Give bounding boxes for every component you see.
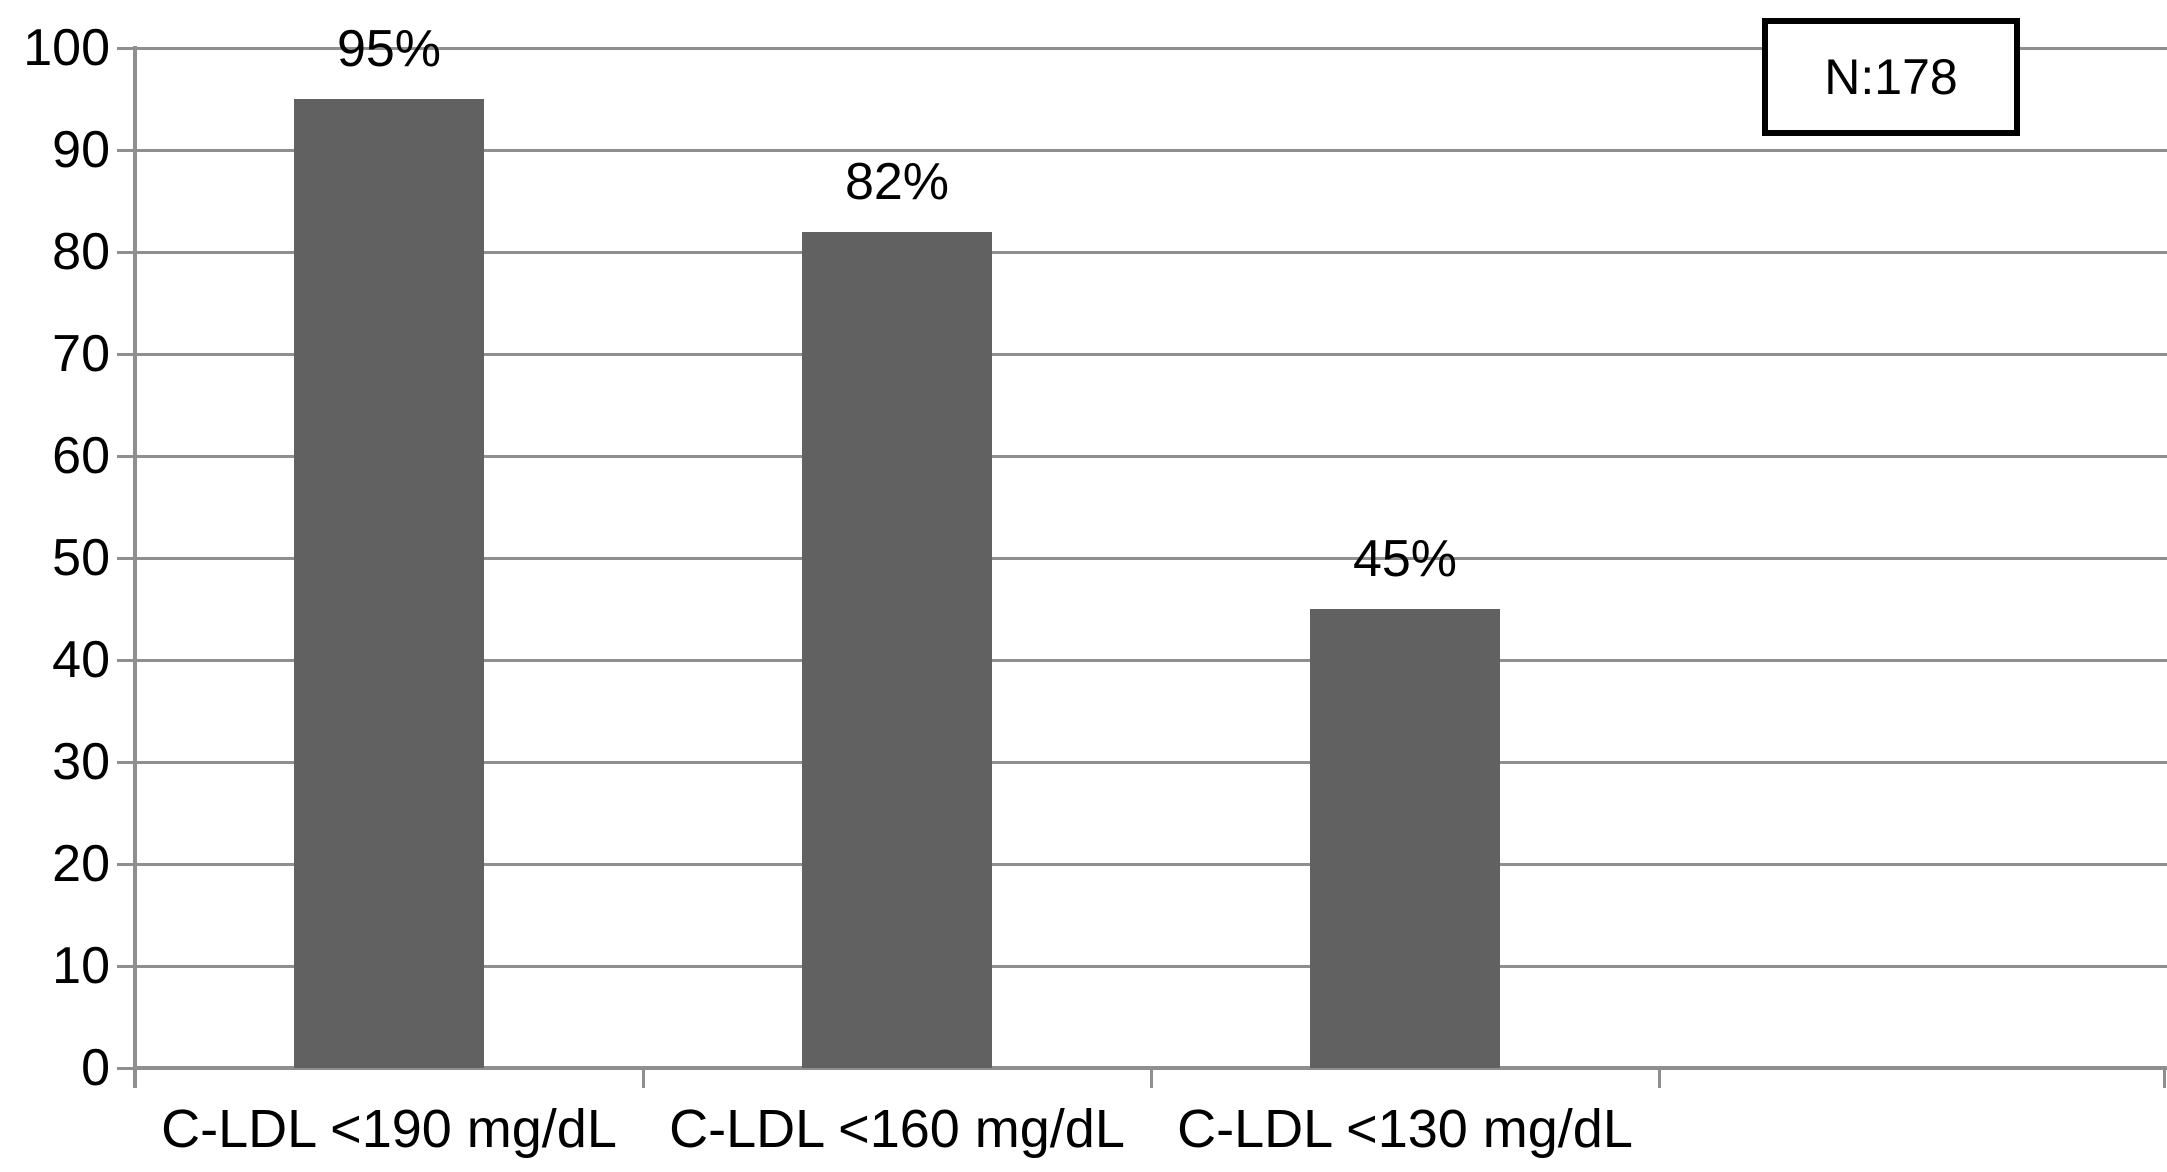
x-tick-label: C-LDL <130 mg/dL [1177, 1099, 1633, 1159]
x-axis-tick [641, 1068, 645, 1088]
y-tick-label: 100 [23, 19, 110, 77]
y-axis-tick [117, 148, 135, 152]
bar-value-label: 95% [336, 20, 442, 78]
y-tick-label: 60 [52, 427, 110, 485]
sample-size-box: N:178 [1762, 18, 2020, 136]
gridline [135, 46, 2167, 50]
x-tick-label: C-LDL <190 mg/dL [161, 1099, 617, 1159]
y-tick-label: 20 [52, 835, 110, 893]
x-tick-label: C-LDL <160 mg/dL [669, 1099, 1125, 1159]
y-tick-label: 40 [52, 631, 110, 689]
gridline [135, 148, 2167, 152]
x-axis-tick [2162, 1068, 2166, 1088]
gridline [135, 352, 2167, 356]
bar-value-label: 82% [844, 152, 950, 211]
sample-size-label: N:178 [1824, 49, 1958, 105]
y-tick-label: 10 [52, 937, 110, 995]
gridline [135, 760, 2167, 764]
x-axis-tick [1657, 1068, 1661, 1088]
y-axis-tick [117, 46, 135, 50]
y-axis-tick [117, 352, 135, 356]
y-axis-tick [117, 964, 135, 968]
y-axis-tick [117, 250, 135, 254]
bar [294, 99, 484, 1068]
y-axis-tick [117, 1066, 135, 1070]
gridline [135, 454, 2167, 458]
gridline [135, 862, 2167, 866]
y-tick-label: 30 [52, 733, 110, 791]
y-axis-tick [117, 658, 135, 662]
gridline [135, 250, 2167, 254]
y-tick-label: 50 [52, 529, 110, 587]
x-axis-tick [1149, 1068, 1153, 1088]
gridline [135, 556, 2167, 560]
bar-value-label: 45% [1352, 530, 1458, 588]
y-tick-label: 80 [52, 223, 110, 281]
bar [802, 231, 992, 1068]
bar [1310, 609, 1500, 1068]
y-axis-tick [117, 862, 135, 866]
y-axis-line [133, 46, 137, 1088]
y-axis-tick [117, 454, 135, 458]
y-axis-tick [117, 556, 135, 560]
y-tick-label: 70 [52, 325, 110, 383]
gridline [135, 964, 2167, 968]
y-tick-label: 0 [81, 1039, 110, 1097]
y-tick-label: 90 [52, 121, 110, 179]
gridline [135, 658, 2167, 662]
y-axis-tick [117, 760, 135, 764]
